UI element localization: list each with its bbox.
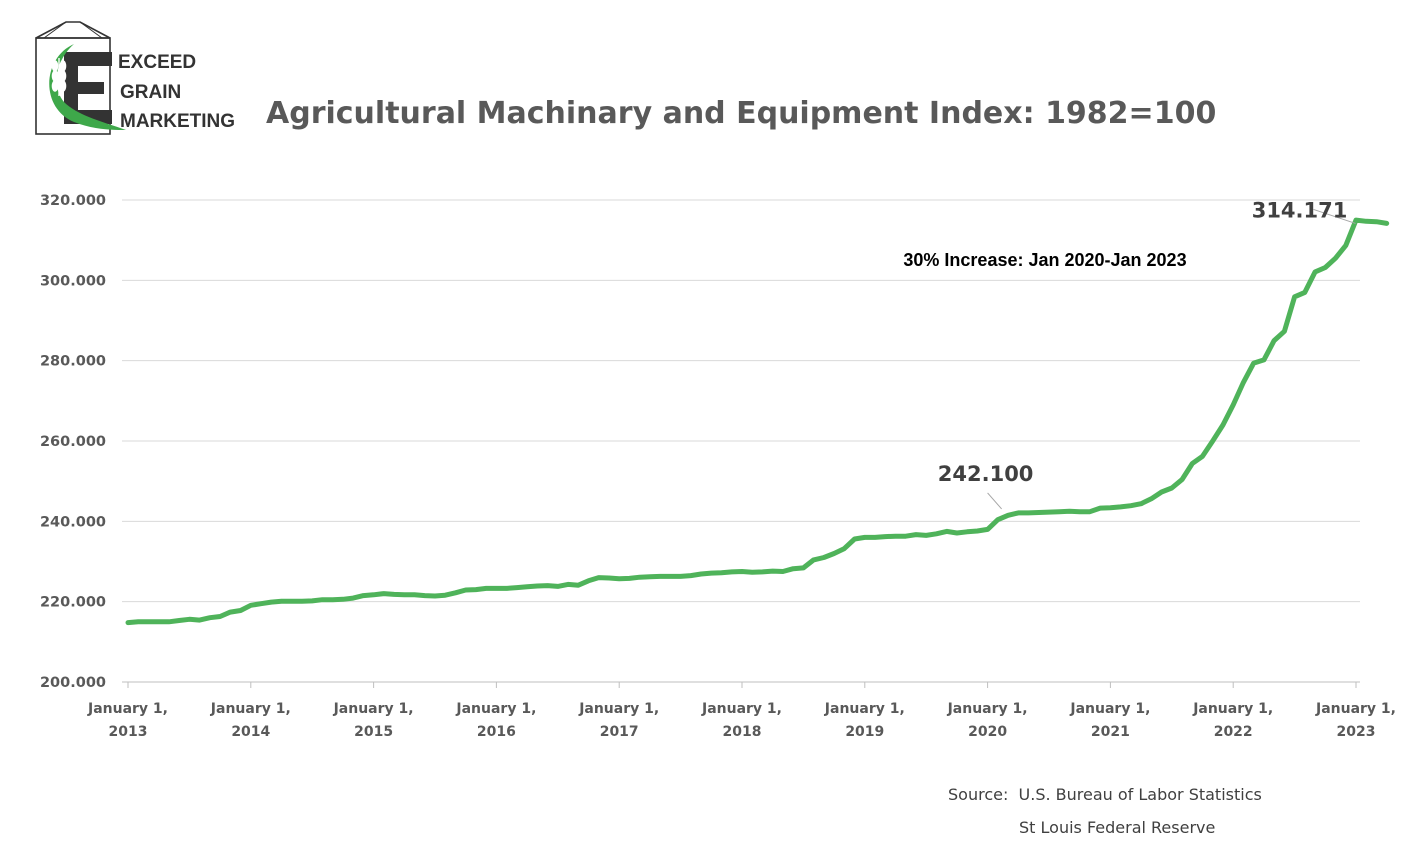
chart-title: Agricultural Machinary and Equipment Ind… bbox=[266, 96, 1217, 131]
x-tick-label: January 1, 2017 bbox=[578, 701, 659, 740]
y-tick-label: 240.000 bbox=[40, 514, 106, 530]
annotation-label: 242.100 bbox=[938, 462, 1034, 486]
y-tick-label: 200.000 bbox=[40, 675, 106, 691]
x-tick-label: January 1, 2016 bbox=[455, 701, 536, 740]
e-letter-icon bbox=[64, 52, 112, 124]
x-tick-label: January 1, 2014 bbox=[210, 701, 291, 740]
annotation-leader bbox=[1313, 208, 1356, 224]
source-line-1: Source: U.S. Bureau of Labor Statistics bbox=[948, 785, 1262, 804]
x-axis: January 1, 2013 January 1, 2014 January 1, 20… bbox=[87, 682, 1396, 740]
gridlines bbox=[122, 199, 1360, 683]
x-tick-label: January 1, 2022 bbox=[1192, 701, 1273, 740]
silo-body-icon bbox=[35, 37, 111, 135]
increase-note: 30% Increase: Jan 2020-Jan 2023 bbox=[903, 250, 1186, 270]
source-line-2: St Louis Federal Reserve bbox=[1019, 818, 1216, 837]
x-tick-label: January 1, 2020 bbox=[947, 701, 1028, 740]
y-axis: 200.000 220.000 240.000 260.000 280.000 300.0… bbox=[40, 193, 106, 691]
logo-graphic: EXCEED GRAIN MARKETING bbox=[35, 21, 235, 135]
y-tick-label: 300.000 bbox=[40, 273, 106, 289]
annotation-label: 314.171 bbox=[1252, 198, 1348, 222]
exceed-grain-marketing-logo: EXCEED GRAIN MARKETING bbox=[34, 18, 244, 138]
series-line bbox=[125, 217, 1390, 626]
x-tick-label: January 1, 2019 bbox=[824, 701, 905, 740]
green-swoosh-icon bbox=[49, 44, 126, 130]
x-tick-label: January 1, 2015 bbox=[333, 701, 414, 740]
annotations: 242.100 314.171 30% Increase: Jan 2020-Jan… bbox=[903, 198, 1356, 510]
y-tick-label: 280.000 bbox=[40, 354, 106, 370]
plot-area bbox=[125, 217, 1390, 626]
logo-line-2: GRAIN bbox=[120, 82, 181, 103]
x-tick-label: January 1, 2018 bbox=[701, 701, 782, 740]
wheat-icon bbox=[51, 58, 67, 96]
y-tick-label: 320.000 bbox=[40, 193, 106, 209]
x-tick-label: January 1, 2013 bbox=[87, 701, 168, 740]
source-note: Source: U.S. Bureau of Labor Statistics … bbox=[948, 778, 1262, 844]
annotation-leader bbox=[987, 492, 1002, 510]
logo-line-3: MARKETING bbox=[120, 111, 235, 132]
y-tick-label: 220.000 bbox=[40, 595, 106, 611]
x-tick-label: January 1, 2021 bbox=[1069, 701, 1150, 740]
x-tick-label: January 1, 2023 bbox=[1315, 701, 1396, 740]
logo-line-1: EXCEED bbox=[118, 52, 196, 73]
y-tick-label: 260.000 bbox=[40, 434, 106, 450]
